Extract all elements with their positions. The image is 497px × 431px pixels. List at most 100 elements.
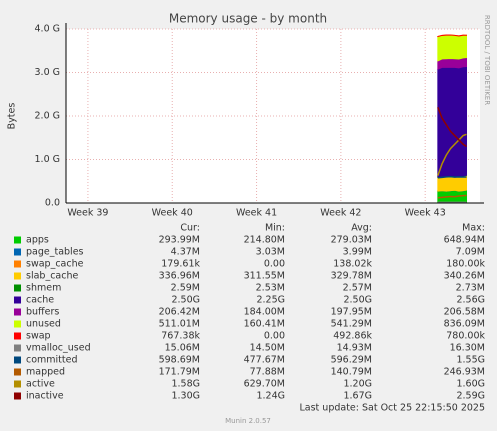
legend-stat: 336.96M [159, 271, 200, 282]
legend-swatch [14, 308, 21, 316]
x-tick-label: Week 40 [152, 208, 193, 219]
legend-stat: 629.70M [244, 379, 285, 390]
legend-stat: 340.26M [444, 271, 485, 282]
legend-stat: 279.03M [331, 235, 372, 246]
legend-stat: 2.50G [343, 295, 372, 306]
legend-stat: 16.30M [450, 343, 485, 354]
legend-swatch [14, 236, 21, 244]
legend-stat: 1.60G [456, 379, 485, 390]
legend-stat: 1.20G [343, 379, 372, 390]
legend-stat: 77.88M [250, 367, 285, 378]
legend-stat: 511.01M [159, 319, 200, 330]
legend-label: swap_cache [26, 259, 84, 270]
legend-swatch [14, 368, 21, 376]
legend-swatch [14, 248, 21, 256]
legend-stat: 4.37M [171, 247, 200, 258]
legend-stat: 2.25G [256, 295, 285, 306]
legend-label: page_tables [26, 247, 84, 258]
legend-swatch [14, 332, 21, 340]
legend-label: shmem [26, 283, 61, 294]
legend-header: Min: [265, 223, 285, 234]
area [437, 34, 468, 38]
legend-stat: 214.80M [244, 235, 285, 246]
legend-label: buffers [26, 307, 59, 318]
y-tick-label: 2.0 G [35, 111, 61, 122]
legend-stat: 2.56G [456, 295, 485, 306]
legend-stat: 7.09M [456, 247, 485, 258]
legend-stat: 2.57M [343, 283, 372, 294]
legend-label: committed [26, 355, 78, 366]
legend-stat: 1.55G [456, 355, 485, 366]
legend-swatch [14, 344, 21, 352]
legend-stat: 598.69M [159, 355, 200, 366]
legend-swatch [14, 260, 21, 268]
legend-label: cache [26, 295, 54, 306]
legend-label: inactive [26, 391, 64, 402]
x-tick-label: Week 43 [405, 208, 446, 219]
legend-label: slab_cache [26, 271, 78, 282]
last-update: Last update: Sat Oct 25 22:15:50 2025 [299, 403, 485, 414]
legend-swatch [14, 356, 21, 364]
legend-label: vmalloc_used [26, 343, 91, 354]
legend-swatch [14, 380, 21, 388]
legend-stat: 246.93M [444, 367, 485, 378]
y-axis-label: Bytes [7, 103, 18, 130]
line [437, 194, 467, 199]
legend-swatch [14, 284, 21, 292]
legend-stat: 2.59G [456, 391, 485, 402]
legend-stat: 311.55M [244, 271, 285, 282]
area [437, 34, 468, 62]
y-tick-label: 1.0 G [35, 154, 61, 165]
footer: Munin 2.0.57 [225, 417, 271, 425]
legend-stat: 3.03M [256, 247, 285, 258]
legend-stat: 780.00k [446, 331, 485, 342]
legend-swatch [14, 296, 21, 304]
line [437, 175, 467, 179]
legend-label: swap [26, 331, 51, 342]
legend-stat: 1.67G [343, 391, 372, 402]
legend-stat: 541.29M [331, 319, 372, 330]
legend-stat: 1.30G [171, 391, 200, 402]
chart-title: Memory usage - by month [169, 12, 327, 26]
legend-stat: 293.99M [159, 235, 200, 246]
legend-header: Avg: [351, 223, 372, 234]
legend-swatch [14, 320, 21, 328]
x-tick-label: Week 39 [67, 208, 108, 219]
line [437, 107, 467, 148]
x-tick-label: Week 41 [236, 208, 277, 219]
y-tick-label: 4.0 G [35, 24, 61, 35]
legend-stat: 206.42M [159, 307, 200, 318]
legend-stat: 184.00M [244, 307, 285, 318]
y-tick-label: 0.0 [45, 198, 60, 209]
legend-stat: 329.78M [331, 271, 372, 282]
legend-stat: 206.58M [444, 307, 485, 318]
legend-stat: 1.58G [171, 379, 200, 390]
legend-stat: 492.86k [333, 331, 372, 342]
legend-swatch [14, 392, 21, 400]
legend-label: apps [26, 235, 49, 246]
legend-stat: 2.50G [171, 295, 200, 306]
legend-stat: 14.93M [337, 343, 372, 354]
legend-label: active [26, 379, 55, 390]
legend-label: unused [26, 319, 61, 330]
legend-stat: 0.00 [264, 259, 285, 270]
legend-stat: 2.53M [256, 283, 285, 294]
legend-label: mapped [26, 367, 65, 378]
side-note: RRDTOOL / TOBI OETIKER [483, 15, 491, 105]
legend-stat: 1.24G [256, 391, 285, 402]
legend-swatch [14, 272, 21, 280]
legend-stat: 180.00k [446, 259, 485, 270]
legend-stat: 0.00 [264, 331, 285, 342]
legend-stat: 477.67M [244, 355, 285, 366]
legend-stat: 179.61k [161, 259, 200, 270]
y-tick-label: 3.0 G [35, 67, 61, 78]
legend-stat: 14.50M [250, 343, 285, 354]
area [437, 65, 468, 178]
legend-stat: 140.79M [331, 367, 372, 378]
legend-header: Max: [462, 223, 485, 234]
legend-stat: 2.73M [456, 283, 485, 294]
line [437, 133, 467, 176]
legend-stat: 197.95M [331, 307, 372, 318]
legend-stat: 596.29M [331, 355, 372, 366]
